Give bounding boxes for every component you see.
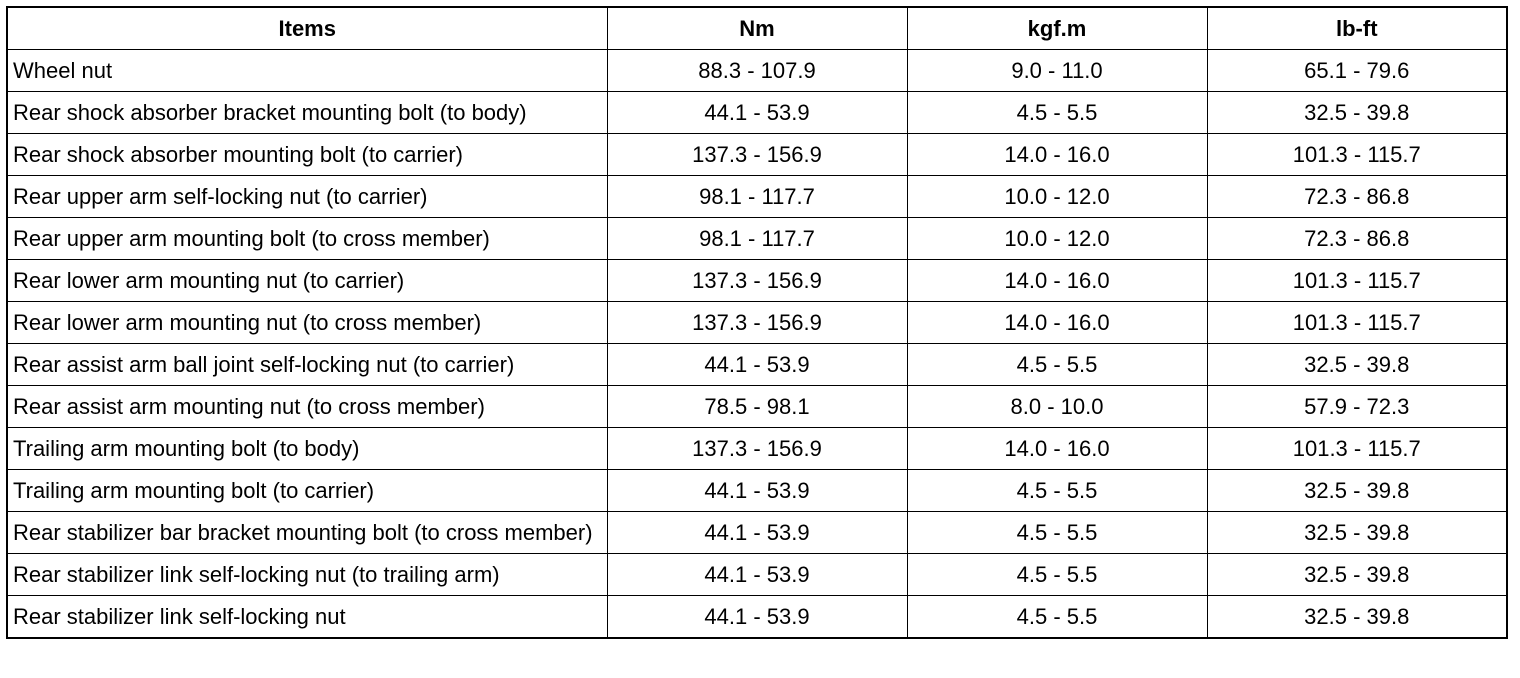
value-cell: 4.5 - 5.5 [906,511,1208,554]
item-cell: Rear assist arm mounting nut (to cross m… [6,385,608,428]
value-cell: 14.0 - 16.0 [906,259,1208,302]
value-cell: 14.0 - 16.0 [906,427,1208,470]
value-cell: 32.5 - 39.8 [1206,553,1508,596]
table-row: Rear stabilizer link self-locking nut (t… [6,553,1508,596]
value-cell: 101.3 - 115.7 [1206,301,1508,344]
table-row: Rear lower arm mounting nut (to carrier)… [6,259,1508,302]
value-cell: 137.3 - 156.9 [606,427,908,470]
value-cell: 10.0 - 12.0 [906,175,1208,218]
value-cell: 32.5 - 39.8 [1206,469,1508,512]
value-cell: 14.0 - 16.0 [906,133,1208,176]
value-cell: 65.1 - 79.6 [1206,49,1508,92]
item-cell: Rear shock absorber mounting bolt (to ca… [6,133,608,176]
value-cell: 137.3 - 156.9 [606,133,908,176]
value-cell: 4.5 - 5.5 [906,91,1208,134]
value-cell: 10.0 - 12.0 [906,217,1208,260]
value-cell: 32.5 - 39.8 [1206,343,1508,386]
item-cell: Trailing arm mounting bolt (to body) [6,427,608,470]
value-cell: 98.1 - 117.7 [606,217,908,260]
item-cell: Rear stabilizer link self-locking nut (t… [6,553,608,596]
value-cell: 44.1 - 53.9 [606,469,908,512]
table-row: Trailing arm mounting bolt (to carrier) 4… [6,469,1508,512]
value-cell: 44.1 - 53.9 [606,91,908,134]
value-cell: 137.3 - 156.9 [606,259,908,302]
value-cell: 32.5 - 39.8 [1206,511,1508,554]
table-row: Trailing arm mounting bolt (to body) 137.… [6,427,1508,470]
value-cell: 44.1 - 53.9 [606,553,908,596]
value-cell: 101.3 - 115.7 [1206,259,1508,302]
item-cell: Rear assist arm ball joint self-locking … [6,343,608,386]
table-wrapper: Items Nm kgf.m lb-ft Wheel nut 88.3 - 107.9 9… [6,6,1508,639]
header-cell: Items [6,6,608,50]
value-cell: 72.3 - 86.8 [1206,217,1508,260]
item-cell: Rear stabilizer link self-locking nut [6,595,608,639]
header-cell: Nm [606,6,908,50]
item-cell: Trailing arm mounting bolt (to carrier) [6,469,608,512]
value-cell: 101.3 - 115.7 [1206,133,1508,176]
value-cell: 8.0 - 10.0 [906,385,1208,428]
value-cell: 4.5 - 5.5 [906,553,1208,596]
value-cell: 72.3 - 86.8 [1206,175,1508,218]
torque-table: Items Nm kgf.m lb-ft Wheel nut 88.3 - 107.9 9… [6,6,1508,639]
table-row: Rear assist arm ball joint self-locking … [6,343,1508,386]
item-cell: Rear upper arm mounting bolt (to cross m… [6,217,608,260]
item-cell: Rear shock absorber bracket mounting bol… [6,91,608,134]
item-cell: Wheel nut [6,49,608,92]
value-cell: 4.5 - 5.5 [906,469,1208,512]
item-cell: Rear lower arm mounting nut (to cross me… [6,301,608,344]
table-body: Wheel nut 88.3 - 107.9 9.0 - 11.0 65.1 - 79… [6,49,1508,639]
value-cell: 44.1 - 53.9 [606,343,908,386]
header-cell: kgf.m [906,6,1208,50]
value-cell: 57.9 - 72.3 [1206,385,1508,428]
item-cell: Rear lower arm mounting nut (to carrier) [6,259,608,302]
header-row: Items Nm kgf.m lb-ft [6,6,1508,50]
table-row: Rear shock absorber mounting bolt (to ca… [6,133,1508,176]
value-cell: 137.3 - 156.9 [606,301,908,344]
table-row: Rear shock absorber bracket mounting bol… [6,91,1508,134]
value-cell: 32.5 - 39.8 [1206,91,1508,134]
item-cell: Rear upper arm self-locking nut (to carr… [6,175,608,218]
value-cell: 9.0 - 11.0 [906,49,1208,92]
value-cell: 44.1 - 53.9 [606,511,908,554]
table-row: Rear assist arm mounting nut (to cross m… [6,385,1508,428]
value-cell: 98.1 - 117.7 [606,175,908,218]
header-cell: lb-ft [1206,6,1508,50]
table-row: Rear upper arm mounting bolt (to cross m… [6,217,1508,260]
table-row: Rear upper arm self-locking nut (to carr… [6,175,1508,218]
value-cell: 4.5 - 5.5 [906,595,1208,639]
table-row: Rear stabilizer link self-locking nut 44.… [6,595,1508,639]
value-cell: 101.3 - 115.7 [1206,427,1508,470]
value-cell: 14.0 - 16.0 [906,301,1208,344]
item-cell: Rear stabilizer bar bracket mounting bol… [6,511,608,554]
value-cell: 44.1 - 53.9 [606,595,908,639]
value-cell: 78.5 - 98.1 [606,385,908,428]
value-cell: 4.5 - 5.5 [906,343,1208,386]
table-row: Wheel nut 88.3 - 107.9 9.0 - 11.0 65.1 - 79… [6,49,1508,92]
value-cell: 88.3 - 107.9 [606,49,908,92]
table-row: Rear lower arm mounting nut (to cross me… [6,301,1508,344]
table-row: Rear stabilizer bar bracket mounting bol… [6,511,1508,554]
value-cell: 32.5 - 39.8 [1206,595,1508,639]
